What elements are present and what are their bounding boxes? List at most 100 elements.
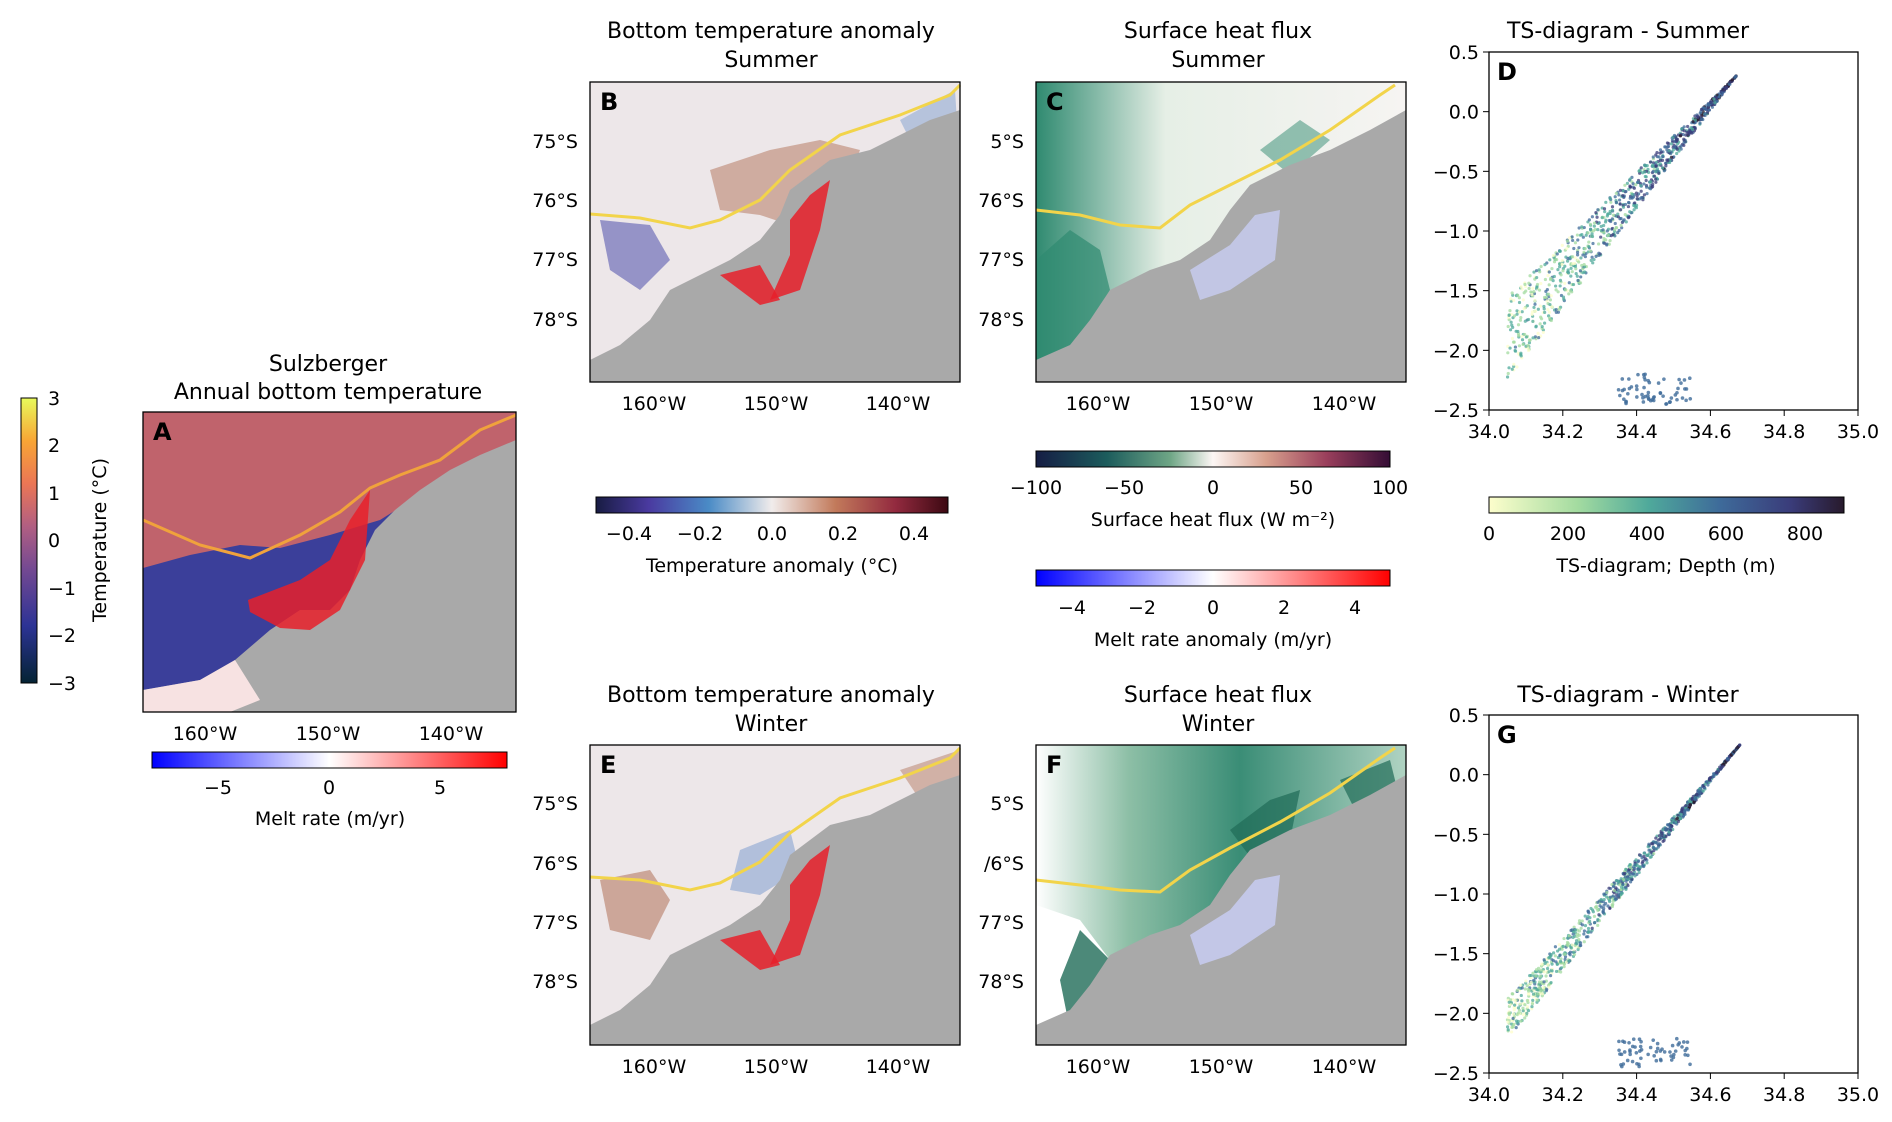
map-c-lon-tick: 150°W (1189, 393, 1254, 415)
depth-tick: 800 (1787, 523, 1823, 545)
anom-tick: 0.2 (828, 523, 858, 545)
ts-point (1563, 952, 1567, 956)
ts-point (1605, 890, 1609, 895)
ts-point (1581, 235, 1585, 239)
ts-point (1531, 998, 1535, 1003)
ts-point (1635, 387, 1639, 392)
ts-point (1661, 839, 1665, 844)
ts-point (1552, 951, 1556, 955)
ts-point (1547, 292, 1551, 296)
ts-point (1530, 312, 1534, 316)
ts-point (1639, 166, 1643, 170)
ts-point (1643, 857, 1648, 861)
ts-point (1511, 1016, 1515, 1021)
ts-point (1562, 936, 1566, 941)
ts-point (1548, 258, 1552, 262)
ts-point (1590, 926, 1594, 930)
ts-point (1635, 1061, 1639, 1066)
panel-e-title-1: Bottom temperature anomaly (607, 683, 935, 708)
ts-point (1672, 1052, 1676, 1057)
ts-point (1577, 226, 1581, 230)
ts-point (1590, 232, 1594, 236)
x-tick-label: 34.4 (1615, 421, 1657, 443)
ts-point (1657, 155, 1661, 159)
ts-point (1738, 743, 1742, 747)
anom-colorbar-label: Temperature anomaly (°C) (645, 555, 898, 577)
ts-point (1620, 388, 1625, 393)
ts-point (1665, 141, 1670, 145)
ts-point (1505, 1025, 1510, 1029)
ts-point (1547, 956, 1551, 960)
ts-point (1527, 286, 1531, 291)
ts-point (1551, 253, 1555, 258)
ts-point (1617, 228, 1621, 233)
ts-point (1707, 108, 1711, 112)
ts-point (1553, 954, 1557, 958)
ts-point (1508, 309, 1512, 313)
ts-point (1632, 203, 1636, 208)
ts-point (1682, 137, 1686, 141)
meltanom-tick: −2 (1128, 597, 1156, 619)
temp-tick: 3 (48, 388, 60, 410)
ts-point (1590, 255, 1594, 259)
ts-point (1633, 201, 1637, 205)
ts-point (1520, 338, 1525, 342)
ts-point (1608, 218, 1613, 223)
ts-point (1675, 139, 1679, 143)
map-f: F 5°S /6°S 77°S 78°S 160°W 150°W 140°W (978, 744, 1407, 1078)
depth-tick: 600 (1708, 523, 1744, 545)
ts-point (1689, 130, 1693, 134)
ts-point (1596, 227, 1600, 232)
ts-point (1589, 249, 1593, 253)
ts-point (1560, 258, 1564, 263)
ts-point (1561, 269, 1565, 273)
flux-tick: 50 (1289, 477, 1313, 499)
ts-point (1586, 910, 1590, 914)
map-a-lon-tick: 140°W (419, 723, 484, 745)
map-b-lat-tick: 75°S (532, 131, 578, 153)
temp-colorbar-label: Temperature (°C) (89, 458, 111, 623)
ts-point (1550, 962, 1554, 966)
ts-point (1675, 397, 1679, 402)
ts-point (1547, 270, 1551, 274)
ts-point (1655, 1041, 1660, 1046)
ts-point (1536, 331, 1540, 335)
ts-point (1516, 1011, 1520, 1015)
panel-c-label: C (1046, 88, 1064, 116)
ts-point (1571, 932, 1575, 936)
map-b-lon-tick: 160°W (622, 393, 687, 415)
ts-point (1607, 242, 1611, 246)
ts-point (1648, 160, 1653, 164)
ts-point (1619, 887, 1623, 892)
ts-point (1551, 959, 1556, 963)
ts-point (1510, 323, 1514, 327)
ts-point (1523, 987, 1527, 991)
ts-point (1596, 208, 1600, 212)
ts-point (1655, 150, 1659, 155)
ts-point (1612, 889, 1616, 893)
flux-tick: 0 (1207, 477, 1219, 499)
ts-point (1506, 351, 1510, 355)
ts-point (1639, 1056, 1643, 1061)
ts-point (1654, 153, 1658, 157)
ts-point (1567, 959, 1571, 963)
ts-point (1627, 386, 1632, 391)
ts-point (1541, 330, 1545, 335)
ts-point (1664, 164, 1668, 168)
ts-point (1607, 886, 1611, 890)
ts-point (1521, 1012, 1526, 1017)
ts-point (1611, 233, 1615, 237)
map-c-lon-tick: 160°W (1066, 393, 1131, 415)
ts-point (1527, 341, 1532, 345)
ts-point (1512, 362, 1516, 366)
ts-point (1660, 834, 1665, 838)
ts-point (1566, 942, 1570, 946)
ts-point (1602, 897, 1606, 902)
ts-point (1639, 184, 1643, 188)
ts-point (1617, 892, 1621, 896)
ts-point (1509, 1030, 1514, 1034)
ts-point (1614, 897, 1618, 901)
ts-point (1569, 266, 1573, 270)
ts-point (1584, 233, 1588, 237)
